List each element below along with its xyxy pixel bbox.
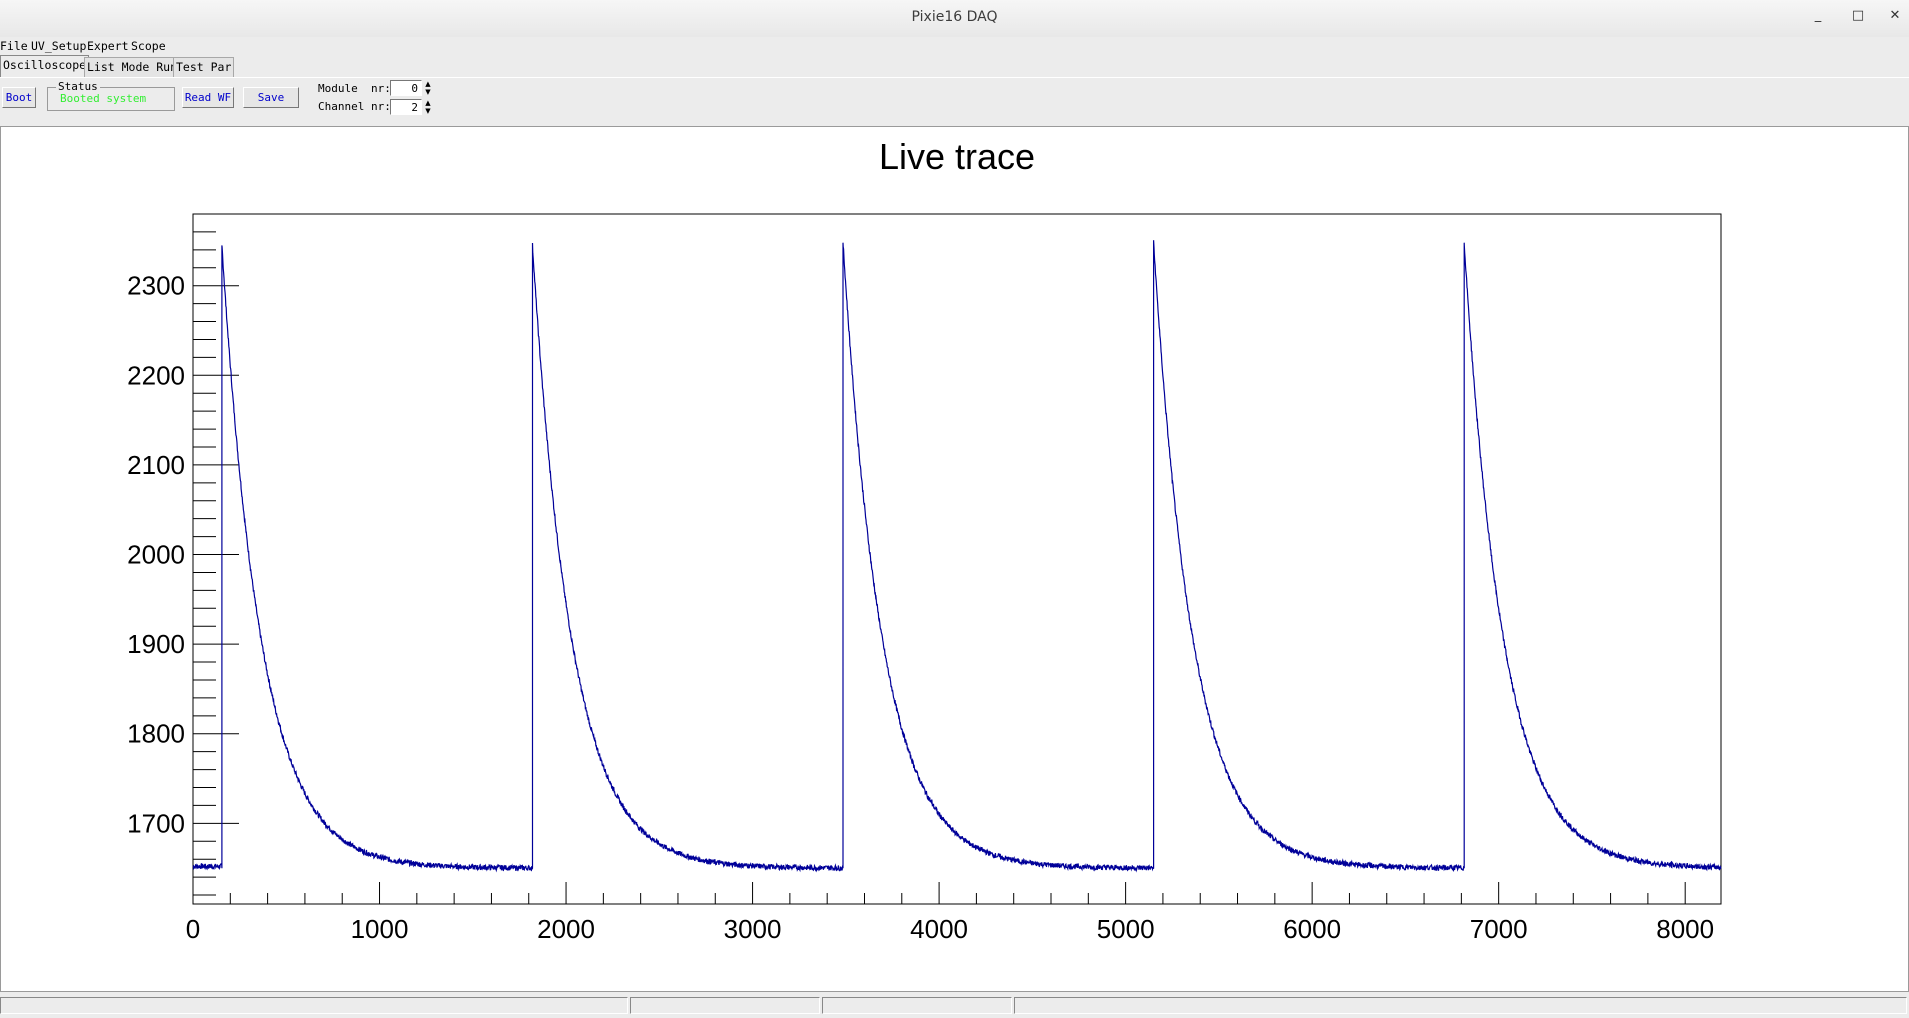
y-tick-label: 2300 xyxy=(127,271,185,301)
x-tick-label: 2000 xyxy=(537,914,595,944)
module-stepper[interactable]: ▲ ▼ xyxy=(422,80,434,96)
x-tick-label: 4000 xyxy=(910,914,968,944)
y-tick-label: 1800 xyxy=(127,719,185,749)
minimize-button[interactable]: _ xyxy=(1814,8,1822,23)
status-bar xyxy=(0,994,1909,1018)
plot-frame xyxy=(192,213,1722,905)
channel-label: Channel nr: xyxy=(318,100,391,113)
y-tick-label: 2000 xyxy=(127,540,185,570)
tab-oscilloscope[interactable]: Oscilloscope xyxy=(0,55,90,78)
channel-up-icon[interactable]: ▲ xyxy=(425,99,431,107)
x-tick-label: 3000 xyxy=(724,914,782,944)
module-down-icon[interactable]: ▼ xyxy=(425,88,431,96)
y-tick-label: 2200 xyxy=(127,360,185,390)
status-segment-3 xyxy=(822,997,1012,1014)
status-segment-1 xyxy=(0,997,628,1014)
menu-uv-setup[interactable]: UV_Setup xyxy=(31,39,87,53)
x-tick-label: 6000 xyxy=(1283,914,1341,944)
status-segment-2 xyxy=(630,997,820,1014)
status-segment-4 xyxy=(1014,997,1907,1014)
chart-title: Live trace xyxy=(879,136,1035,177)
live-trace-chart[interactable]: Live trace 0 1000 2000 3000 4000 5000 6000 7000… xyxy=(1,127,1908,991)
trace-line xyxy=(192,240,1722,873)
channel-down-icon[interactable]: ▼ xyxy=(425,107,431,115)
status-label: Status xyxy=(56,80,100,93)
x-tick-label: 8000 xyxy=(1656,914,1714,944)
title-bar: Pixie16 DAQ _ □ ✕ xyxy=(0,0,1909,37)
close-button[interactable]: ✕ xyxy=(1889,8,1901,23)
menu-file[interactable]: File xyxy=(0,39,28,53)
x-tick-label: 1000 xyxy=(351,914,409,944)
module-input[interactable]: 0 xyxy=(390,80,422,96)
status-text: Booted system xyxy=(60,92,147,105)
status-box xyxy=(47,87,175,111)
window-title: Pixie16 DAQ xyxy=(911,9,998,25)
x-tick-label: 7000 xyxy=(1470,914,1528,944)
plot-canvas[interactable]: Live trace 0 1000 2000 3000 4000 5000 6000 7000… xyxy=(0,126,1909,992)
y-tick-label: 1700 xyxy=(127,808,185,838)
channel-input[interactable]: 2 xyxy=(390,99,422,115)
x-tick-label: 0 xyxy=(186,914,200,944)
y-tick-label: 2100 xyxy=(127,450,185,480)
channel-stepper[interactable]: ▲ ▼ xyxy=(422,99,434,115)
boot-button[interactable]: Boot xyxy=(2,87,36,108)
save-button[interactable]: Save xyxy=(243,87,299,108)
tab-test-par[interactable]: Test Par xyxy=(173,57,235,77)
maximize-button[interactable]: □ xyxy=(1851,8,1865,23)
tab-list-mode-run[interactable]: List Mode Run xyxy=(84,57,181,77)
y-tick-label: 1900 xyxy=(127,629,185,659)
module-label: Module nr: xyxy=(318,82,391,95)
menu-scope[interactable]: Scope xyxy=(131,39,166,53)
menu-expert[interactable]: Expert xyxy=(87,39,129,53)
read-wf-button[interactable]: Read WF xyxy=(182,87,234,108)
module-up-icon[interactable]: ▲ xyxy=(425,80,431,88)
x-tick-label: 5000 xyxy=(1097,914,1155,944)
